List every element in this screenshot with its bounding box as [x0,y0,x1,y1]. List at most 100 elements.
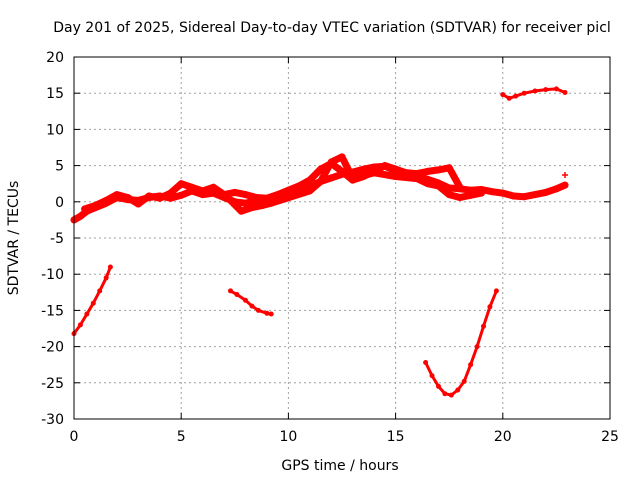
data-point [456,183,464,191]
data-point [506,95,512,101]
y-tick-label: -25 [41,376,64,392]
data-point [306,176,314,184]
data-point [488,188,496,196]
data-point [435,166,442,174]
axis-ticks: 0 5 10 15 20 25 -30 -25 -20 -15 -10 -5 0 5 10 15 20 [41,50,619,445]
data-point [255,307,261,313]
data-point [553,86,559,92]
y-tick-label: -15 [41,303,64,319]
data-point [413,175,421,183]
y-tick-label: -20 [41,340,64,356]
data-point [243,297,248,303]
data-point [220,191,228,199]
data-point [188,183,196,191]
data-point [263,194,271,202]
data-point [435,182,442,190]
data-point [102,196,110,204]
data-point [81,205,89,213]
data-point [317,178,325,185]
data-point [381,162,389,170]
data-point [467,191,475,199]
data-point [259,201,267,209]
data-point [209,183,217,191]
data-point [91,201,99,209]
x-tick-label: 15 [387,429,405,445]
data-point [359,165,367,173]
data-point [177,180,185,188]
y-tick-label: 15 [46,86,64,102]
data-point [520,193,528,201]
data-point [97,288,103,294]
data-point [248,204,256,212]
data-point [500,92,506,98]
data-point [284,186,292,194]
data-point [134,200,142,208]
data-point [499,189,507,197]
data-point [561,181,569,189]
data-point [448,392,454,398]
x-tick-label: 20 [494,429,512,445]
x-tick-label: 5 [177,429,186,445]
data-point [113,191,121,199]
x-tick-label: 10 [279,429,297,445]
plus-marker [561,172,568,179]
data-point [76,212,84,220]
data-point [552,185,560,193]
y-tick-label: 20 [46,50,64,66]
data-point [392,173,400,180]
data-point [234,292,240,297]
data-point [295,182,303,190]
data-point [392,165,400,173]
data-point [84,311,90,317]
data-point [338,153,346,161]
data-point [423,360,429,365]
data-point [264,310,270,316]
y-tick-label: 0 [55,195,64,211]
data-point [487,304,493,310]
data-point [543,87,549,93]
data-series [70,86,569,398]
data-point [90,300,96,306]
data-point [338,167,346,175]
data-point [177,191,185,199]
data-point [477,189,485,197]
data-point [445,191,453,199]
data-point [424,167,432,175]
data-point [455,387,461,393]
y-tick-label: -5 [50,231,64,247]
data-point [107,264,113,270]
data-point [510,192,517,200]
data-point [370,169,378,177]
data-point [513,93,519,99]
data-point [445,164,453,172]
y-tick-label: -30 [41,412,64,428]
data-point [306,187,314,195]
grid-lines [74,57,610,419]
data-point [103,275,109,281]
data-point [274,191,282,199]
data-point [521,90,527,96]
data-point [242,199,249,207]
data-point [242,191,249,199]
data-point [268,311,274,317]
data-point [124,194,132,201]
data-point [228,288,233,294]
data-point [145,192,153,200]
data-point [77,322,83,328]
x-tick-label: 25 [601,429,619,445]
data-point [468,362,474,368]
data-point [317,165,325,173]
data-point [249,303,255,309]
y-axis-title: SDTVAR / TECUs [6,181,22,296]
data-point [156,194,164,202]
data-point [227,196,234,204]
data-point [327,174,335,182]
data-point [532,88,538,94]
data-point [531,191,539,199]
data-point [429,373,435,379]
data-point [252,194,260,201]
data-point [481,323,486,329]
data-point [167,189,174,197]
data-point [424,180,432,188]
data-point [461,378,467,384]
